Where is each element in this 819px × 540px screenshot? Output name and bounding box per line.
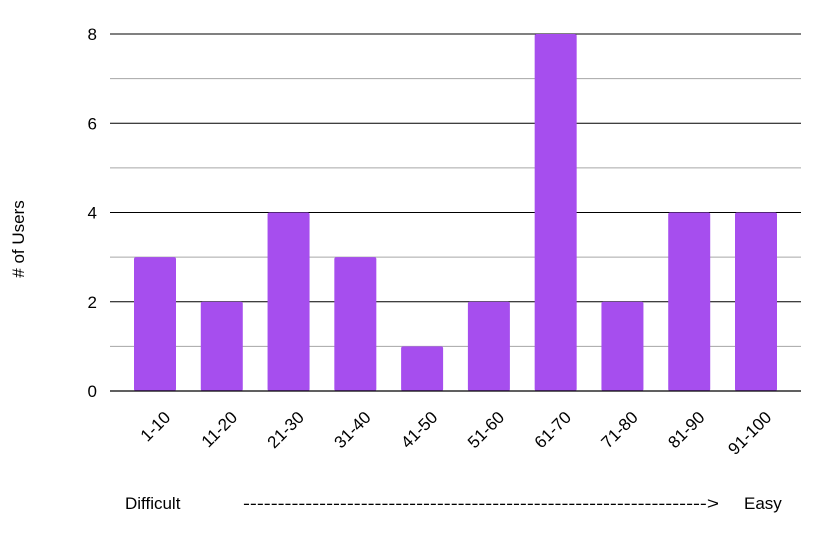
x-tick-label: 41-50 xyxy=(397,408,441,452)
bar-31-40 xyxy=(334,257,377,391)
x-tick-label: 71-80 xyxy=(598,408,642,452)
bar-41-50 xyxy=(401,346,444,391)
bar-11-20 xyxy=(200,301,243,391)
y-tick-label: 8 xyxy=(88,25,97,44)
x-tick-label: 61-70 xyxy=(531,408,575,452)
bars xyxy=(134,34,777,391)
bar-91-100 xyxy=(735,212,777,391)
x-tick-label: 81-90 xyxy=(664,408,708,452)
x-tick-label: 11-20 xyxy=(198,408,241,451)
bar-51-60 xyxy=(467,301,510,391)
footer-difficult-label: Difficult xyxy=(125,494,181,513)
bar-21-30 xyxy=(267,212,310,391)
y-tick-label: 4 xyxy=(88,204,97,223)
x-tick-label: 51-60 xyxy=(464,408,508,452)
y-tick-label: 2 xyxy=(88,293,97,312)
x-tick-label: 1-10 xyxy=(137,408,174,445)
x-tick-label: 91-100 xyxy=(724,408,775,459)
footer-arrow: ----------------------------------------… xyxy=(243,494,719,513)
bar-81-90 xyxy=(668,212,711,391)
x-tick-label: 21-30 xyxy=(264,408,308,452)
y-tick-label: 0 xyxy=(88,382,97,401)
bar-71-80 xyxy=(601,301,644,391)
x-axis-ticks: 1-10 11-20 21-30 31-40 41-50 51-60 61-70 71-80 8… xyxy=(137,408,775,459)
x-tick-label: 31-40 xyxy=(330,408,374,452)
bar-61-70 xyxy=(534,34,577,391)
y-tick-label: 6 xyxy=(88,114,97,133)
y-axis-title: # of Users xyxy=(9,200,28,277)
bar-1-10 xyxy=(134,257,176,391)
y-axis-ticks: 0 2 4 6 8 xyxy=(88,25,97,401)
footer-easy-label: Easy xyxy=(744,494,782,513)
